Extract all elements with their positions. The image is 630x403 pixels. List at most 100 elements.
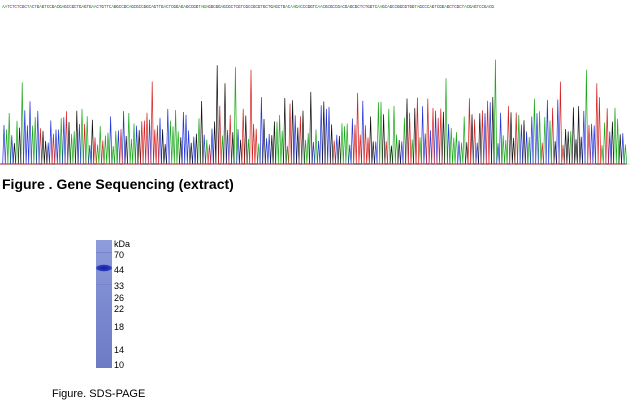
base-call: T — [364, 5, 368, 10]
base-call: C — [31, 5, 35, 10]
base-call: A — [61, 5, 65, 10]
base-call: G — [282, 5, 286, 10]
marker-label-26: 26 — [114, 293, 125, 303]
base-call: A — [416, 5, 420, 10]
base-call: G — [382, 5, 385, 10]
base-call: C — [305, 5, 308, 10]
base-call: T — [233, 5, 236, 10]
base-call: A — [379, 5, 383, 10]
protein-band — [96, 264, 112, 272]
base-call: A — [91, 5, 94, 10]
gel-figure-caption: Figure. SDS-PAGE — [52, 388, 146, 400]
base-call: G — [337, 5, 340, 10]
marker-label-70: 70 — [114, 250, 125, 260]
sds-page-gel-lane — [96, 240, 112, 368]
base-call: C — [374, 5, 378, 10]
base-call: G — [88, 5, 92, 10]
base-call: G — [185, 5, 189, 10]
base-call: A — [285, 5, 288, 10]
base-call: C — [213, 5, 216, 10]
base-call: C — [362, 5, 365, 10]
base-call: A — [272, 5, 276, 10]
base-call: C — [287, 5, 291, 10]
marker-label-10: 10 — [114, 360, 125, 370]
base-call: G — [146, 5, 149, 10]
base-call: G — [491, 5, 494, 10]
base-call: G — [411, 5, 415, 10]
base-call: C — [24, 5, 27, 10]
chromatogram-trace — [0, 59, 630, 165]
base-call: T — [34, 5, 37, 10]
base-call: T — [98, 5, 102, 10]
base-call: C — [133, 5, 137, 10]
base-call: G — [295, 5, 298, 10]
base-call: C — [235, 5, 239, 10]
base-call: C — [255, 5, 258, 10]
base-call: C — [250, 5, 253, 10]
base-call: G — [397, 5, 400, 10]
marker-label-44: 44 — [114, 265, 125, 275]
faint-band — [96, 252, 112, 254]
base-call: C — [74, 5, 77, 10]
marker-label-22: 22 — [114, 304, 125, 314]
base-call: C — [300, 5, 303, 10]
base-call: C — [277, 5, 281, 10]
base-call: T — [240, 5, 244, 10]
base-call: T — [16, 5, 20, 10]
base-call: G — [218, 5, 221, 10]
base-call: G — [456, 5, 460, 10]
base-call: G — [51, 5, 55, 10]
base-call: G — [474, 5, 477, 10]
marker-label-18: 18 — [114, 322, 125, 332]
base-call: T — [312, 5, 316, 10]
base-call: G — [203, 5, 206, 10]
base-call: G — [270, 5, 273, 10]
base-call: G — [404, 5, 407, 10]
base-call: C — [242, 5, 246, 10]
base-call: G — [409, 5, 412, 10]
trace-T — [0, 69, 626, 165]
base-call: T — [434, 5, 437, 10]
base-call: G — [469, 5, 472, 10]
base-call: C — [46, 5, 50, 10]
base-call: A — [151, 5, 154, 10]
base-call: A — [429, 5, 432, 10]
base-call: A — [111, 5, 114, 10]
base-call: T — [86, 5, 89, 10]
base-call: C — [401, 5, 405, 10]
base-call: C — [334, 5, 338, 10]
sequence-base-calls: AATCTCTCGCTACTGAGTCCGACGAGCCGCTGAGTGAACT… — [2, 3, 628, 13]
base-call: G — [344, 5, 348, 10]
base-call: C — [190, 5, 194, 10]
base-call: C — [230, 5, 234, 10]
base-call: G — [441, 5, 445, 10]
base-call: G — [175, 5, 179, 10]
base-call: G — [36, 5, 40, 10]
base-call: C — [247, 5, 251, 10]
trace-C — [0, 97, 626, 165]
base-call: G — [71, 5, 75, 10]
base-call: G — [210, 5, 214, 10]
base-call: C — [454, 5, 457, 10]
base-call: T — [260, 5, 263, 10]
base-call: A — [292, 5, 296, 10]
base-call: G — [173, 5, 176, 10]
faint-band — [96, 284, 112, 285]
base-call: G — [131, 5, 134, 10]
base-call: G — [354, 5, 358, 10]
base-call: A — [128, 5, 132, 10]
base-call: T — [158, 5, 162, 10]
base-call: A — [290, 5, 293, 10]
base-call: C — [165, 5, 169, 10]
base-call: C — [479, 5, 482, 10]
base-call: T — [103, 5, 107, 10]
base-call: G — [329, 5, 333, 10]
base-call: T — [414, 5, 417, 10]
base-call: C — [332, 5, 335, 10]
base-call: T — [6, 5, 10, 10]
base-call: A — [317, 5, 321, 10]
sequence-figure-caption: Figure . Gene Sequencing (extract) — [2, 176, 234, 192]
base-call: G — [208, 5, 211, 10]
base-call: A — [200, 5, 204, 10]
base-call: G — [180, 5, 184, 10]
